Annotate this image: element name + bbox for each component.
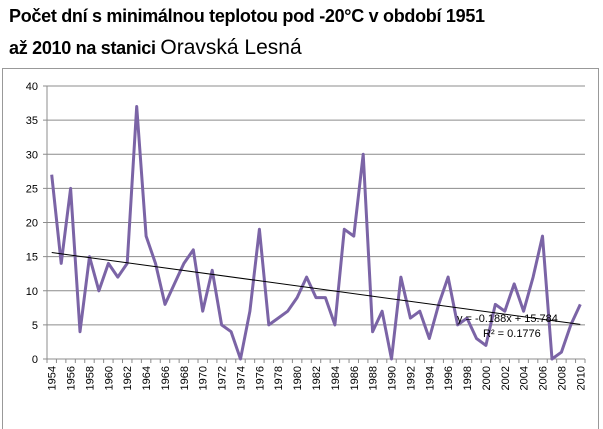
x-tick-label: 2002	[500, 366, 512, 390]
y-tick-label: 10	[26, 286, 38, 298]
x-tick-label: 1988	[368, 366, 380, 390]
x-tick-label: 1980	[292, 366, 304, 390]
x-tick-label: 1966	[160, 366, 172, 390]
x-tick-label: 1964	[141, 366, 153, 390]
trendline-r2: R² = 0.1776	[483, 328, 541, 340]
x-tick-label: 1986	[349, 366, 361, 390]
y-tick-label: 20	[26, 218, 38, 230]
x-tick-label: 1968	[179, 366, 191, 390]
y-tick-label: 0	[32, 354, 38, 366]
x-tick-label: 1972	[217, 366, 229, 390]
x-tick-label: 1962	[122, 366, 134, 390]
x-tick-label: 2006	[538, 366, 550, 390]
x-tick-label: 1958	[84, 366, 96, 390]
x-tick-label: 1994	[424, 366, 436, 390]
y-tick-label: 30	[26, 149, 38, 161]
x-tick-label: 1978	[273, 366, 285, 390]
x-tick-label: 1974	[235, 366, 247, 390]
x-tick-label: 1982	[311, 366, 323, 390]
y-tick-label: 35	[26, 115, 38, 127]
x-tick-label: 1990	[387, 366, 399, 390]
x-tick-label: 1992	[405, 366, 417, 390]
x-tick-label: 1970	[198, 366, 210, 390]
x-tick-label: 1998	[462, 366, 474, 390]
y-tick-label: 15	[26, 252, 38, 264]
y-tick-label: 40	[26, 81, 38, 93]
x-tick-label: 1976	[254, 366, 266, 390]
x-tick-label: 2010	[575, 366, 587, 390]
x-tick-label: 1996	[443, 366, 455, 390]
x-tick-label: 1954	[47, 366, 59, 390]
y-tick-label: 5	[32, 320, 38, 332]
x-tick-label: 2008	[556, 366, 568, 390]
x-tick-label: 1960	[103, 366, 115, 390]
x-tick-label: 1984	[330, 366, 342, 390]
trendline-equation: y = -0.188x + 15.784	[457, 313, 558, 325]
x-tick-label: 1956	[66, 366, 78, 390]
x-tick-label: 2004	[519, 366, 531, 390]
y-tick-label: 25	[26, 183, 38, 195]
x-tick-label: 2000	[481, 366, 493, 390]
